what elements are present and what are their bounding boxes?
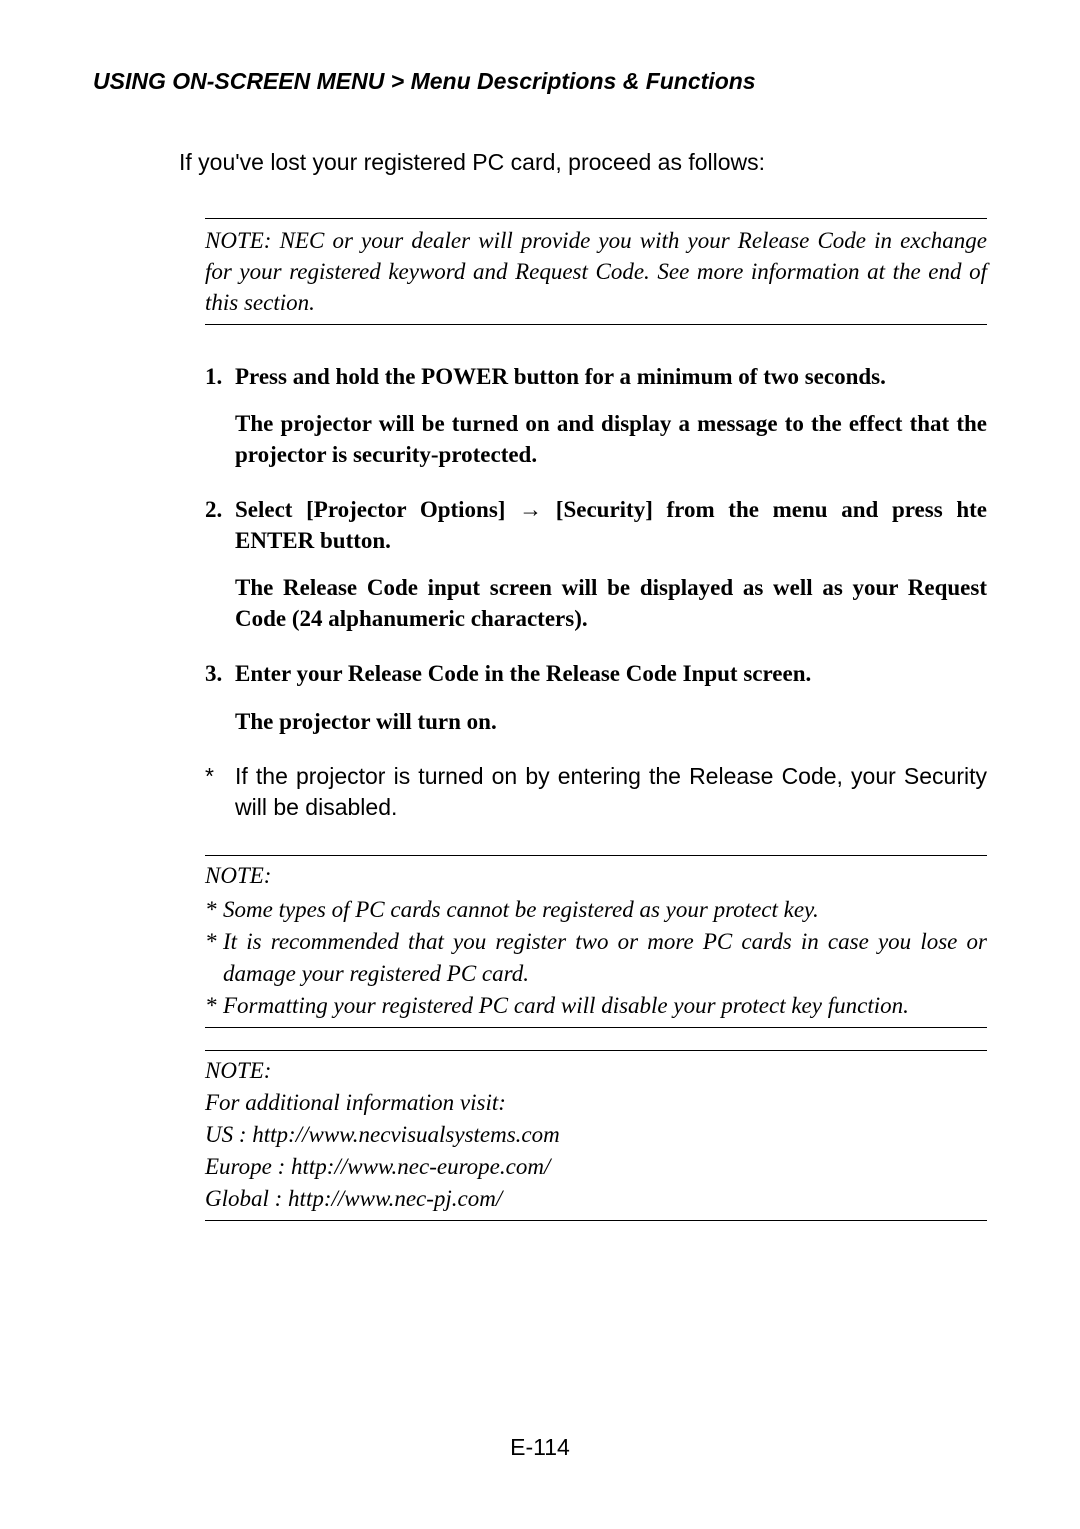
asterisk-mark: * xyxy=(205,761,235,792)
ordered-list: 3. Enter your Release Code in the Releas… xyxy=(205,658,987,689)
list-item: 2. Select [Projector Options] → [Securit… xyxy=(205,494,987,556)
note-bullet-text: Some types of PC cards cannot be registe… xyxy=(221,894,987,926)
note-bullet: * It is recommended that you register tw… xyxy=(205,926,987,990)
note-star-icon: * xyxy=(205,926,221,958)
note-heading: NOTE: xyxy=(205,860,987,892)
step-followup: The projector will turn on. xyxy=(235,706,987,737)
note-bullet: * Formatting your registered PC card wil… xyxy=(205,990,987,1022)
note-box-1: NOTE: NEC or your dealer will provide yo… xyxy=(205,218,987,325)
page-header: USING ON-SCREEN MENU > Menu Descriptions… xyxy=(93,68,987,95)
asterisk-text: If the projector is turned on by enterin… xyxy=(235,761,987,823)
list-text: Enter your Release Code in the Release C… xyxy=(235,658,987,689)
page-container: USING ON-SCREEN MENU > Menu Descriptions… xyxy=(0,0,1080,1261)
step-followup: The projector will be turned on and disp… xyxy=(235,408,987,470)
note-bullet-text: Formatting your registered PC card will … xyxy=(221,990,987,1022)
note-line: For additional information visit: xyxy=(205,1087,987,1119)
note-bullet-text: It is recommended that you register two … xyxy=(221,926,987,990)
note-bullet: * Some types of PC cards cannot be regis… xyxy=(205,894,987,926)
note-box-3: NOTE: For additional information visit: … xyxy=(205,1050,987,1221)
ordered-list: 2. Select [Projector Options] → [Securit… xyxy=(205,494,987,556)
asterisk-note: * If the projector is turned on by enter… xyxy=(205,761,987,823)
note-star-icon: * xyxy=(205,894,221,926)
list-number: 1. xyxy=(205,361,235,392)
list-item: 1. Press and hold the POWER button for a… xyxy=(205,361,987,392)
note-line: Europe : http://www.nec-europe.com/ xyxy=(205,1151,987,1183)
intro-paragraph: If you've lost your registered PC card, … xyxy=(179,149,987,176)
note-box-2: NOTE: * Some types of PC cards cannot be… xyxy=(205,855,987,1028)
list-text: Select [Projector Options] → [Security] … xyxy=(235,494,987,556)
list-number: 3. xyxy=(205,658,235,689)
note-line: Global : http://www.nec-pj.com/ xyxy=(205,1183,987,1215)
step-followup: The Release Code input screen will be di… xyxy=(235,572,987,634)
list-item: 3. Enter your Release Code in the Releas… xyxy=(205,658,987,689)
note-star-icon: * xyxy=(205,990,221,1022)
note-line: US : http://www.necvisualsystems.com xyxy=(205,1119,987,1151)
list-text: Press and hold the POWER button for a mi… xyxy=(235,361,987,392)
list-number: 2. xyxy=(205,494,235,525)
note-heading: NOTE: xyxy=(205,1055,987,1087)
ordered-list: 1. Press and hold the POWER button for a… xyxy=(205,361,987,392)
page-number: E-114 xyxy=(0,1434,1080,1461)
